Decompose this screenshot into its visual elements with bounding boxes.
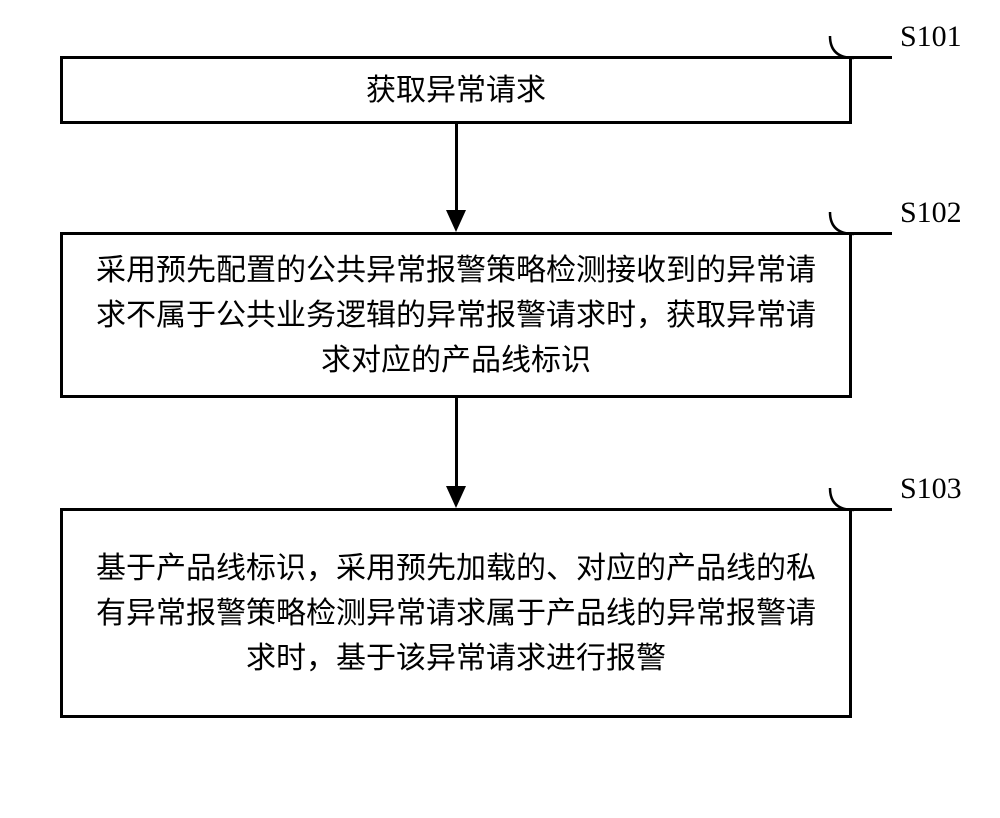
- arrow-s101-s102-head: [446, 210, 466, 232]
- node-s103-text: 基于产品线标识，采用预先加载的、对应的产品线的私有异常报警策略检测异常请求属于产…: [83, 546, 829, 681]
- callout-curve-s102: [820, 212, 860, 240]
- arrow-s102-s103-head: [446, 486, 466, 508]
- arrow-s101-s102-line: [455, 124, 458, 210]
- node-s103: 基于产品线标识，采用预先加载的、对应的产品线的私有异常报警策略检测异常请求属于产…: [60, 508, 852, 718]
- label-s103: S103: [900, 472, 962, 506]
- callout-line-s101: [852, 56, 892, 59]
- node-s101-text: 获取异常请求: [366, 68, 546, 113]
- callout-line-s103: [852, 508, 892, 511]
- node-s102: 采用预先配置的公共异常报警策略检测接收到的异常请求不属于公共业务逻辑的异常报警请…: [60, 232, 852, 398]
- label-s102: S102: [900, 196, 962, 230]
- arrow-s102-s103-line: [455, 398, 458, 486]
- callout-line-s102: [852, 232, 892, 235]
- callout-curve-s101: [820, 36, 860, 64]
- label-s101: S101: [900, 20, 962, 54]
- callout-curve-s103: [820, 488, 860, 516]
- flowchart-canvas: 获取异常请求 S101 采用预先配置的公共异常报警策略检测接收到的异常请求不属于…: [0, 0, 1000, 818]
- node-s102-text: 采用预先配置的公共异常报警策略检测接收到的异常请求不属于公共业务逻辑的异常报警请…: [83, 248, 829, 383]
- node-s101: 获取异常请求: [60, 56, 852, 124]
